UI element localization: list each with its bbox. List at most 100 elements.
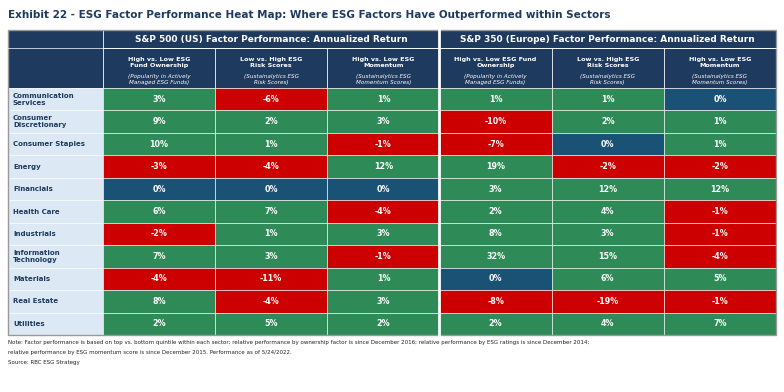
- Bar: [440, 312, 552, 335]
- Text: -1%: -1%: [712, 207, 728, 216]
- Bar: [103, 111, 215, 133]
- Text: 1%: 1%: [713, 140, 727, 149]
- Bar: [440, 178, 552, 200]
- Bar: [328, 312, 440, 335]
- Bar: [215, 312, 328, 335]
- Bar: [552, 290, 664, 312]
- Text: 12%: 12%: [598, 185, 617, 194]
- Text: 2%: 2%: [488, 207, 503, 216]
- Bar: [8, 30, 776, 335]
- Text: Low vs. High ESG
Risk Scores: Low vs. High ESG Risk Scores: [240, 57, 303, 68]
- Text: -1%: -1%: [712, 297, 728, 306]
- Text: 3%: 3%: [376, 297, 390, 306]
- Bar: [552, 111, 664, 133]
- Text: -2%: -2%: [711, 162, 728, 171]
- Text: -3%: -3%: [151, 162, 168, 171]
- Text: 0%: 0%: [264, 185, 278, 194]
- Bar: [215, 245, 328, 268]
- Text: (Sustainalytics ESG
Risk Scores): (Sustainalytics ESG Risk Scores): [580, 74, 635, 85]
- Bar: [664, 88, 776, 111]
- Bar: [552, 245, 664, 268]
- Bar: [215, 88, 328, 111]
- Bar: [328, 111, 440, 133]
- Text: 10%: 10%: [150, 140, 169, 149]
- Text: -4%: -4%: [151, 274, 168, 283]
- Bar: [440, 111, 552, 133]
- Bar: [103, 245, 215, 268]
- Bar: [8, 200, 103, 223]
- Text: Industrials: Industrials: [13, 231, 56, 237]
- Text: Exhibit 22 - ESG Factor Performance Heat Map: Where ESG Factors Have Outperforme: Exhibit 22 - ESG Factor Performance Heat…: [8, 10, 611, 20]
- Text: S&P 350 (Europe) Factor Performance: Annualized Return: S&P 350 (Europe) Factor Performance: Ann…: [460, 34, 755, 44]
- Text: -4%: -4%: [263, 297, 280, 306]
- Bar: [664, 290, 776, 312]
- Bar: [552, 155, 664, 178]
- Bar: [440, 223, 552, 245]
- Text: -4%: -4%: [375, 207, 392, 216]
- Bar: [103, 200, 215, 223]
- Bar: [552, 223, 664, 245]
- Text: 6%: 6%: [601, 274, 615, 283]
- Bar: [215, 155, 328, 178]
- Text: (Popularity in Actively
Managed ESG Funds): (Popularity in Actively Managed ESG Fund…: [464, 74, 527, 85]
- Bar: [552, 48, 664, 88]
- Bar: [440, 133, 552, 155]
- Text: 19%: 19%: [486, 162, 505, 171]
- Bar: [552, 133, 664, 155]
- Text: -4%: -4%: [263, 162, 280, 171]
- Bar: [215, 48, 328, 88]
- Text: 2%: 2%: [152, 319, 166, 328]
- Text: 1%: 1%: [713, 117, 727, 126]
- Text: Note: Factor performance is based on top vs. bottom quintile within each sector;: Note: Factor performance is based on top…: [8, 340, 590, 345]
- Text: 1%: 1%: [601, 95, 615, 104]
- Bar: [664, 245, 776, 268]
- Bar: [103, 133, 215, 155]
- Bar: [8, 268, 103, 290]
- Text: 3%: 3%: [601, 229, 615, 238]
- Bar: [8, 111, 103, 133]
- Bar: [328, 245, 440, 268]
- Text: (Sustainalytics ESG
Risk Scores): (Sustainalytics ESG Risk Scores): [244, 74, 299, 85]
- Text: (Popularity in Actively
Managed ESG Funds): (Popularity in Actively Managed ESG Fund…: [128, 74, 191, 85]
- Text: 2%: 2%: [376, 319, 390, 328]
- Text: 2%: 2%: [601, 117, 615, 126]
- Bar: [103, 48, 215, 88]
- Bar: [103, 312, 215, 335]
- Text: 3%: 3%: [376, 117, 390, 126]
- Bar: [440, 268, 552, 290]
- Text: 15%: 15%: [598, 252, 617, 261]
- Text: (Sustainalytics ESG
Momentum Scores): (Sustainalytics ESG Momentum Scores): [692, 74, 748, 85]
- Bar: [440, 30, 776, 48]
- Text: -10%: -10%: [485, 117, 506, 126]
- Text: 7%: 7%: [713, 319, 727, 328]
- Text: 6%: 6%: [152, 207, 166, 216]
- Text: -4%: -4%: [712, 252, 728, 261]
- Bar: [440, 200, 552, 223]
- Text: 1%: 1%: [376, 274, 390, 283]
- Bar: [103, 30, 440, 48]
- Bar: [215, 178, 328, 200]
- Text: Communication
Services: Communication Services: [13, 93, 74, 106]
- Bar: [8, 88, 103, 111]
- Text: 7%: 7%: [152, 252, 166, 261]
- Text: -8%: -8%: [487, 297, 504, 306]
- Bar: [328, 268, 440, 290]
- Bar: [8, 133, 103, 155]
- Bar: [552, 268, 664, 290]
- Text: 32%: 32%: [486, 252, 505, 261]
- Text: (Sustainalytics ESG
Momentum Scores): (Sustainalytics ESG Momentum Scores): [356, 74, 411, 85]
- Text: 4%: 4%: [601, 207, 615, 216]
- Text: 1%: 1%: [489, 95, 503, 104]
- Bar: [440, 88, 552, 111]
- Text: 0%: 0%: [489, 274, 503, 283]
- Text: Health Care: Health Care: [13, 209, 60, 214]
- Bar: [215, 223, 328, 245]
- Text: -19%: -19%: [597, 297, 619, 306]
- Bar: [440, 48, 552, 88]
- Text: 3%: 3%: [489, 185, 503, 194]
- Bar: [664, 133, 776, 155]
- Text: 1%: 1%: [264, 229, 278, 238]
- Bar: [103, 290, 215, 312]
- Bar: [664, 200, 776, 223]
- Bar: [664, 268, 776, 290]
